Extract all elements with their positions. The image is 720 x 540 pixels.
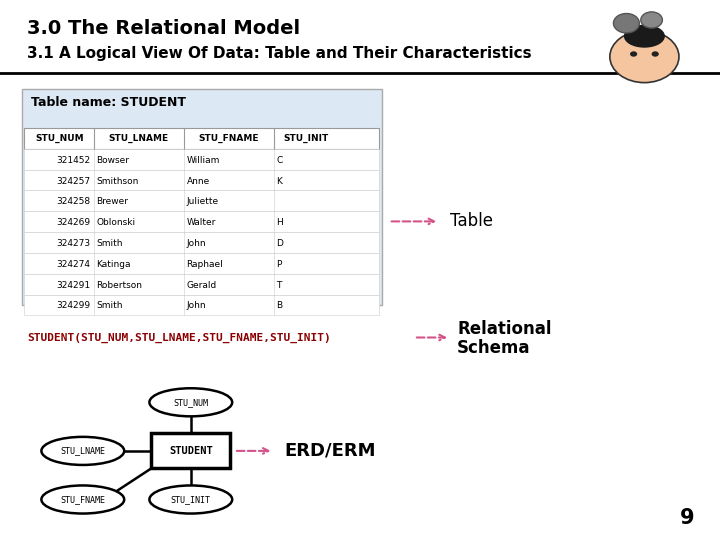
Text: D: D <box>276 239 284 248</box>
Bar <box>24 128 379 149</box>
Bar <box>24 253 379 274</box>
Text: 324299: 324299 <box>56 301 90 310</box>
Circle shape <box>630 51 637 57</box>
Text: 324273: 324273 <box>56 239 90 248</box>
Text: Oblonski: Oblonski <box>96 218 135 227</box>
Circle shape <box>610 31 679 83</box>
Text: STUDENT: STUDENT <box>169 446 212 456</box>
Text: K: K <box>276 177 282 186</box>
Text: Smithson: Smithson <box>96 177 139 186</box>
Text: 324258: 324258 <box>56 198 90 206</box>
Circle shape <box>652 51 659 57</box>
FancyBboxPatch shape <box>151 433 230 468</box>
Text: 324291: 324291 <box>56 281 90 289</box>
Circle shape <box>641 12 662 28</box>
FancyBboxPatch shape <box>22 89 382 305</box>
Text: Schema: Schema <box>457 339 531 357</box>
Bar <box>24 232 379 253</box>
Bar <box>24 274 379 294</box>
Text: STU_NUM: STU_NUM <box>35 134 84 143</box>
Text: STU_FNAME: STU_FNAME <box>60 495 105 504</box>
Text: John: John <box>186 301 206 310</box>
Ellipse shape <box>42 437 124 465</box>
Ellipse shape <box>625 25 664 47</box>
Ellipse shape <box>150 388 232 416</box>
Text: Table name: STUDENT: Table name: STUDENT <box>31 96 186 109</box>
Text: STU_INIT: STU_INIT <box>171 495 211 504</box>
Text: Raphael: Raphael <box>186 260 223 269</box>
Text: Robertson: Robertson <box>96 281 143 289</box>
Text: Table: Table <box>450 212 493 231</box>
Bar <box>24 170 379 191</box>
Text: Anne: Anne <box>186 177 210 186</box>
Bar <box>24 211 379 232</box>
Text: John: John <box>186 239 206 248</box>
Text: 324269: 324269 <box>56 218 90 227</box>
Text: STUDENT(STU_NUM,STU_LNAME,STU_FNAME,STU_INIT): STUDENT(STU_NUM,STU_LNAME,STU_FNAME,STU_… <box>27 333 331 342</box>
Text: C: C <box>276 156 283 165</box>
Text: 3.1 A Logical View Of Data: Table and Their Characteristics: 3.1 A Logical View Of Data: Table and Th… <box>27 46 532 61</box>
Ellipse shape <box>150 485 232 514</box>
Text: Smith: Smith <box>96 301 123 310</box>
Text: Katinga: Katinga <box>96 260 131 269</box>
Text: STU_INIT: STU_INIT <box>284 134 328 143</box>
Text: 324257: 324257 <box>56 177 90 186</box>
Text: 9: 9 <box>680 508 695 528</box>
Text: Relational: Relational <box>457 320 552 339</box>
Text: Walter: Walter <box>186 218 216 227</box>
Bar <box>24 149 379 170</box>
Text: ERD/ERM: ERD/ERM <box>284 442 376 460</box>
Text: Smith: Smith <box>96 239 123 248</box>
Text: STU_LNAME: STU_LNAME <box>109 134 168 143</box>
Circle shape <box>613 14 639 33</box>
Text: Bowser: Bowser <box>96 156 130 165</box>
Text: P: P <box>276 260 282 269</box>
Text: William: William <box>186 156 220 165</box>
Text: Gerald: Gerald <box>186 281 217 289</box>
Text: B: B <box>276 301 283 310</box>
Bar <box>24 294 379 315</box>
Text: H: H <box>276 218 283 227</box>
Text: 3.0 The Relational Model: 3.0 The Relational Model <box>27 19 300 38</box>
Text: 321452: 321452 <box>56 156 90 165</box>
Text: 324274: 324274 <box>56 260 90 269</box>
Text: Juliette: Juliette <box>186 198 219 206</box>
Text: T: T <box>276 281 282 289</box>
Text: STU_NUM: STU_NUM <box>174 398 208 407</box>
Text: STU_FNAME: STU_FNAME <box>198 134 259 143</box>
Bar <box>24 191 379 211</box>
Text: Brewer: Brewer <box>96 198 128 206</box>
Ellipse shape <box>42 485 124 514</box>
Text: STU_LNAME: STU_LNAME <box>60 447 105 455</box>
